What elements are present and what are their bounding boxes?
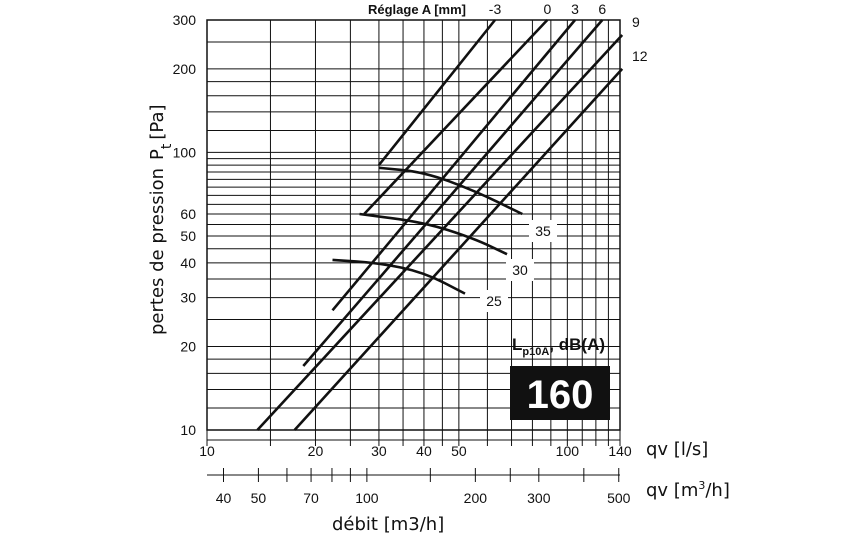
x-tick-label-ls: 140	[608, 443, 632, 459]
size-badge	[510, 366, 610, 420]
setting-line-9	[256, 34, 624, 431]
x-tick-label-ls: 10	[199, 443, 215, 459]
noise-label-bg	[506, 259, 534, 281]
noise-label-35: 35	[535, 223, 551, 239]
y-axis-symbol: P	[147, 149, 168, 160]
y-axis-label: pertes de pression	[147, 168, 168, 335]
y-axis-symbol-sub: t	[159, 143, 175, 149]
y-tick-label: 60	[180, 206, 196, 222]
x-tick-label-m3h: 300	[527, 490, 551, 506]
setting-label-0: 0	[543, 1, 551, 17]
x-tick-label-m3h: 40	[216, 490, 232, 506]
duct-size-label: 160	[527, 373, 594, 417]
y-tick-label: 200	[173, 61, 197, 77]
x-axis-m3h-label-sup: 3	[698, 479, 705, 492]
setting-label-6: 6	[598, 1, 606, 17]
noise-label-30: 30	[512, 262, 528, 278]
y-tick-label: 20	[180, 338, 196, 354]
x-tick-label-m3h: 500	[607, 490, 631, 506]
x-tick-label-m3h: 100	[355, 490, 379, 506]
legend-title: Lp10A, dB(A)	[512, 335, 605, 358]
y-axis-title: pertes de pression Pt [Pa]	[147, 104, 175, 335]
noise-label-25: 25	[486, 293, 502, 309]
x-title: débit [m3/h]	[332, 514, 444, 535]
y-axis-unit: [Pa]	[147, 104, 168, 139]
x-tick-label-m3h: 70	[303, 490, 319, 506]
noise-curve-25	[332, 258, 466, 295]
x-tick-label-ls: 40	[416, 443, 432, 459]
setting-label-3: 3	[571, 1, 579, 17]
noise-curve-30	[359, 212, 508, 256]
x-tick-label-ls: 30	[371, 443, 387, 459]
x-tick-label-ls: 100	[556, 443, 580, 459]
x-tick-label-ls: 20	[308, 443, 324, 459]
axis-ticks: 10 20 30 40 50 60 100 200 300 10 20 30 40 50 100 140 40 5…	[173, 12, 632, 506]
noise-label-bg	[529, 220, 557, 242]
setting-line-0	[363, 19, 549, 215]
x-axis-m3h-label-prefix: qv [m	[646, 480, 698, 501]
x-tick-label-m3h: 200	[464, 490, 488, 506]
setting-line--3	[377, 19, 497, 166]
noise-curve-35	[378, 166, 523, 216]
noise-label-bg	[480, 290, 508, 312]
legend-title-sub: p10A	[522, 346, 549, 358]
setting-label-12: 12	[632, 48, 648, 64]
y-tick-label: 30	[180, 290, 196, 306]
x-axis-m3h-label-suffix: /h]	[705, 480, 730, 501]
noise-curves: 35 30 25	[332, 166, 557, 312]
x-axis-ls-label: qv [l/s]	[646, 439, 708, 460]
setting-line-6	[302, 19, 604, 367]
settings-heading: Réglage A [mm]	[368, 2, 466, 17]
legend-title-main: L	[512, 335, 522, 354]
y-tick-label: 50	[180, 228, 196, 244]
y-tick-label: 10	[180, 422, 196, 438]
y-tick-label: 40	[180, 255, 196, 271]
plot-frame	[206, 19, 621, 431]
x-tick-label-m3h: 50	[251, 490, 267, 506]
x-axis-m3h-label: qv [m3/h]	[646, 479, 730, 501]
x-tick-label-ls: 50	[451, 443, 467, 459]
y-tick-label: 300	[173, 12, 197, 28]
setting-line-12	[293, 68, 624, 431]
setting-label-9: 9	[632, 14, 640, 30]
setting-label--3: -3	[489, 1, 502, 17]
y-tick-label: 100	[173, 144, 197, 160]
setting-lines: -3 0 3 6 9 12	[256, 1, 648, 431]
legend-title-tail: , dB(A)	[549, 335, 605, 354]
